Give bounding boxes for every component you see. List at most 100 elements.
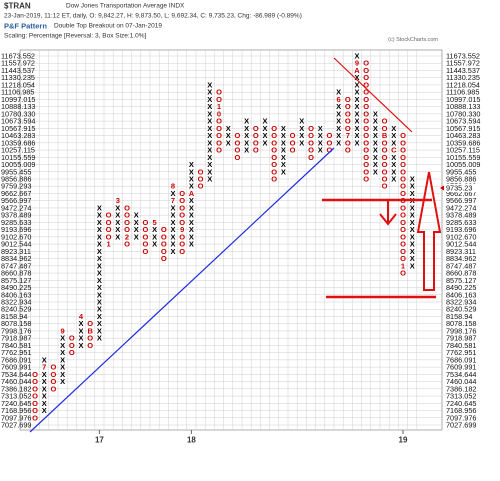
box-o: O	[87, 341, 93, 350]
box-o: O	[161, 254, 167, 263]
box-o: O	[400, 203, 406, 212]
box-x: X	[97, 247, 102, 256]
quote: 23-Jan-2019, 11:12 ET, daily, O: 9,842.2…	[4, 13, 302, 20]
y-tick-label-left: 9378.489	[1, 211, 31, 220]
month-mark: 0	[217, 109, 221, 118]
box-x: X	[207, 175, 212, 184]
box-x: X	[189, 225, 194, 234]
box-o: O	[400, 218, 406, 227]
month-mark: B	[87, 326, 93, 335]
box-x: X	[97, 203, 102, 212]
box-x: X	[410, 261, 415, 270]
box-x: X	[373, 153, 378, 162]
box-x: X	[97, 240, 102, 249]
box-o: O	[198, 182, 204, 191]
box-o: O	[179, 189, 185, 198]
box-x: X	[281, 138, 286, 147]
box-x: X	[78, 341, 83, 350]
box-x: X	[78, 326, 83, 335]
y-tick-label-left: 7918.987	[1, 334, 31, 343]
box-o: O	[50, 363, 56, 372]
box-x: X	[262, 124, 267, 133]
box-x: X	[97, 225, 102, 234]
y-tick-label-left: 7313.052	[1, 392, 31, 401]
box-o: O	[69, 334, 75, 343]
y-tick-label-right: 8575.127	[446, 276, 476, 285]
month-mark: A	[354, 66, 360, 75]
last-price-bg	[444, 184, 494, 193]
box-x: X	[318, 131, 323, 140]
box-x: X	[354, 80, 359, 89]
box-x: X	[410, 211, 415, 220]
box-o: O	[161, 240, 167, 249]
box-x: X	[281, 131, 286, 140]
box-o: O	[106, 218, 112, 227]
box-o: O	[124, 211, 130, 220]
y-tick-label-left: 9193.696	[1, 225, 31, 234]
pattern-title: P&F Pattern	[4, 22, 47, 31]
box-x: X	[42, 377, 47, 386]
box-o: O	[124, 240, 130, 249]
box-x: X	[410, 182, 415, 191]
box-o: O	[32, 413, 38, 422]
y-tick-label-left: 9662.667	[1, 189, 31, 198]
box-o: O	[326, 131, 332, 140]
box-x: X	[262, 138, 267, 147]
y-tick-label-left: 10055.009	[1, 160, 36, 169]
box-o: O	[308, 146, 314, 155]
box-x: X	[42, 355, 47, 364]
y-tick-label-right: 7609.991	[446, 363, 476, 372]
box-o: O	[198, 175, 204, 184]
y-tick-label-right: 9285.633	[446, 218, 476, 227]
box-x: X	[134, 232, 139, 241]
box-o: O	[32, 384, 38, 393]
box-x: X	[60, 334, 65, 343]
box-x: X	[189, 160, 194, 169]
box-x: X	[391, 153, 396, 162]
box-x: X	[170, 240, 175, 249]
box-x: X	[97, 290, 102, 299]
box-x: X	[207, 146, 212, 155]
box-o: O	[106, 232, 112, 241]
box-o: O	[50, 377, 56, 386]
o-column: OOO	[198, 167, 204, 190]
box-x: X	[373, 167, 378, 176]
last-price-label: 9735.23	[446, 184, 472, 193]
name: Dow Jones Transportation Average INDX	[66, 3, 185, 10]
box-x: X	[244, 124, 249, 133]
box-x: X	[189, 175, 194, 184]
y-tick-label-right: 9662.667	[446, 189, 476, 198]
box-x: X	[152, 225, 157, 234]
box-o: O	[271, 175, 277, 184]
y-tick-label-right: 11443.537	[446, 66, 480, 75]
plot-frame	[19, 49, 443, 431]
y-tick-label-left: 9102.670	[1, 232, 31, 241]
y-tick-label-right: 7918.987	[446, 334, 476, 343]
box-x: X	[281, 124, 286, 133]
y-tick-label-left: 9012.544	[1, 240, 31, 249]
box-o: O	[400, 240, 406, 249]
box-x: X	[97, 232, 102, 241]
box-o: O	[32, 392, 38, 401]
box-o: O	[400, 211, 406, 220]
y-tick-label-left: 8575.127	[1, 276, 31, 285]
box-x: X	[60, 370, 65, 379]
box-x: X	[97, 276, 102, 285]
box-x: X	[354, 124, 359, 133]
box-x: X	[60, 377, 65, 386]
box-x: X	[152, 240, 157, 249]
box-o: O	[50, 370, 56, 379]
grid	[20, 50, 442, 430]
y-tick-label-left: 10359.686	[1, 138, 36, 147]
box-o: O	[32, 406, 38, 415]
box-o: O	[345, 95, 351, 104]
